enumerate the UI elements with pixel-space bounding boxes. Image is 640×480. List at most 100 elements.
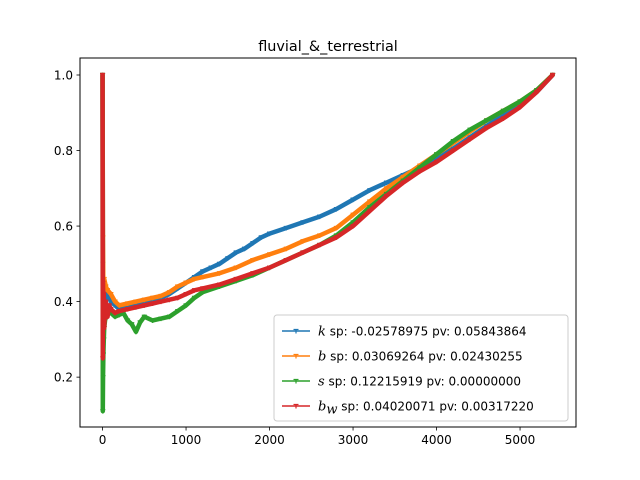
legend-symbol: k [318,325,326,340]
data-point-marker [417,169,423,174]
y-tick-label: 0.8 [54,144,73,158]
legend-swatch-marker [293,328,299,334]
data-point-marker [216,271,222,276]
data-point-marker [183,291,189,297]
x-tick-label: 1000 [171,433,202,447]
chart-title: fluvial_&_terrestrial [258,39,398,55]
data-point-marker [484,125,490,131]
data-point-marker [350,212,356,218]
legend-label: b sp: 0.03069264 pv: 0.02430255 [318,350,523,365]
data-point-marker [283,246,289,252]
data-point-marker [225,256,231,261]
y-tick-label: 0.2 [54,371,73,385]
data-point-marker [105,288,111,293]
data-point-marker [101,325,107,331]
data-point-marker [250,240,256,246]
legend-label: bw sp: 0.04020071 pv: 0.00317220 [318,400,534,418]
data-point-marker [300,239,306,244]
legend-entry-3: s sp: 0.12215919 pv: 0.00000000 [282,375,521,390]
y-tick-label: 0.4 [54,295,73,309]
data-point-marker [216,261,222,267]
data-point-marker [350,197,356,203]
data-point-marker [141,297,147,303]
data-point-marker [300,220,306,225]
data-point-marker [183,303,189,308]
data-point-marker [108,307,114,312]
legend-swatch-marker [293,353,299,359]
data-point-marker [158,299,164,305]
data-point-marker [200,286,206,291]
data-point-marker [141,303,147,308]
data-point-marker [241,246,247,252]
data-point-marker [450,148,456,154]
data-point-marker [166,314,172,320]
data-point-marker [434,159,440,165]
data-point-marker [166,297,172,303]
data-point-marker [100,280,106,286]
data-point-marker [216,282,222,288]
data-point-marker [434,152,440,157]
axes-frame [79,57,577,428]
x-tick-label: 3000 [338,433,369,447]
data-point-marker [129,322,135,327]
data-point-marker [233,265,239,271]
data-point-marker [300,250,306,256]
x-tick-label: 4000 [421,433,452,447]
legend-symbol: s [318,375,325,390]
data-point-marker [166,290,172,295]
data-point-marker [250,257,256,263]
legend-label: s sp: 0.12215919 pv: 0.00000000 [318,375,521,390]
y-axis: 0.2 0.4 0.6 0.8 1.0 [54,68,80,385]
data-point-marker [133,329,139,335]
data-point-marker [383,186,389,191]
data-point-marker [467,137,473,142]
data-point-marker [367,188,373,193]
data-point-marker [233,276,239,282]
data-point-marker [317,233,323,239]
data-point-marker [500,108,506,114]
data-point-marker [317,214,323,220]
data-point-marker [450,138,456,144]
data-point-marker [100,356,106,361]
data-point-marker [116,303,122,308]
data-point-marker [367,208,373,214]
data-point-marker [133,299,139,305]
legend-stats: sp: -0.02578975 pv: 0.05843864 [326,325,527,339]
legend-symbol: b [318,400,326,415]
data-point-marker [105,314,111,320]
data-point-marker [283,225,289,231]
data-point-marker [191,288,197,293]
data-point-marker [233,250,239,256]
x-tick-label: 0 [99,433,107,447]
legend-stats: sp: 0.04020071 pv: 0.00317220 [337,400,533,414]
x-tick-label: 5000 [505,433,536,447]
data-point-marker [101,291,107,297]
data-point-marker [112,299,118,305]
data-point-marker [103,299,109,305]
data-point-marker [183,280,189,286]
data-point-marker [191,276,197,282]
legend-swatch-marker [293,403,299,409]
data-point-marker [283,257,289,263]
series-line [100,72,555,312]
data-point-marker [150,295,156,301]
data-point-marker [200,269,206,274]
data-point-marker [108,291,114,297]
y-tick-label: 1.0 [54,68,73,82]
legend-stats: sp: 0.03069264 pv: 0.02430255 [326,350,522,364]
x-axis: 0 1000 2000 3000 4000 5000 [99,427,536,447]
data-point-marker [250,271,256,276]
data-point-marker [150,301,156,306]
data-point-marker [367,199,373,205]
data-point-marker [258,235,264,240]
data-point-marker [200,274,206,280]
data-point-marker [267,231,273,237]
data-point-marker [100,375,106,380]
data-point-marker [150,318,156,323]
data-point-marker [100,318,106,323]
data-point-marker [333,206,339,212]
data-point-marker [467,127,473,133]
series-line [100,72,555,361]
legend-swatch-marker [293,378,299,384]
data-point-marker [383,193,389,199]
